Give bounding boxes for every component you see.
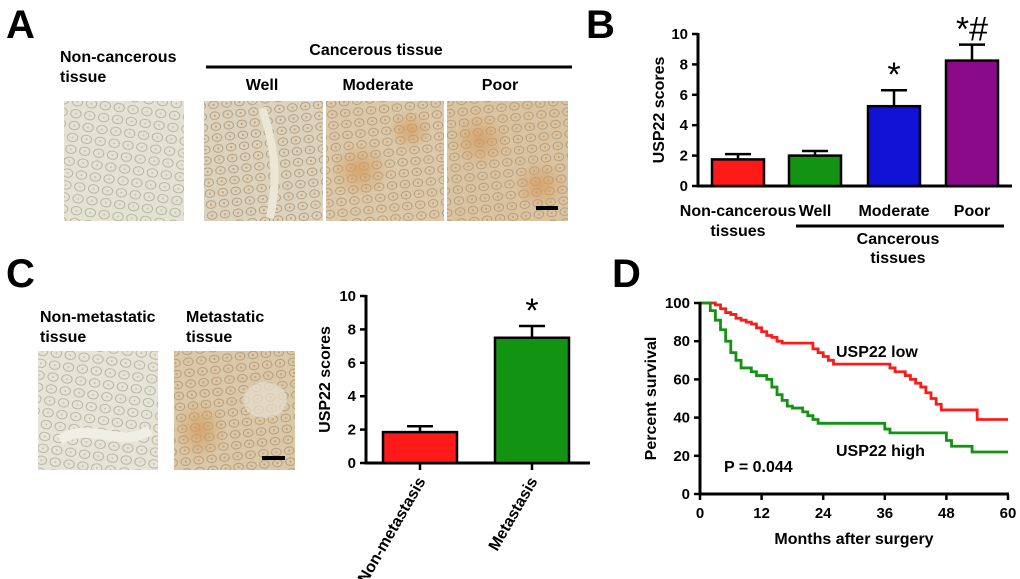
non-metastatic-label-line1: Non-metastatic	[40, 309, 156, 326]
chart-c-category-label: Non-metastasis	[355, 474, 429, 579]
chart-c-bar	[493, 336, 571, 465]
chart-c-y-tick-label: 10	[339, 288, 356, 305]
chart-b-y-tick-label: 6	[680, 87, 688, 104]
chart-d-y-tick-label: 80	[673, 333, 690, 350]
chart-c: 0 2 4 6 8 10 USP22 scores Non-metastasis * Metast…	[317, 288, 590, 579]
chart-b-bar	[944, 59, 1000, 188]
chart-b-category-label: tissues	[710, 223, 765, 240]
chart-b-bar	[866, 104, 922, 188]
micrograph-moderate	[326, 101, 444, 221]
chart-d-survival-line-low	[700, 301, 1008, 421]
non-metastatic-label-line2: tissue	[40, 329, 86, 346]
chart-b-category-label: Poor	[954, 203, 990, 220]
micrograph-metastatic	[174, 351, 295, 470]
chart-d-p-value: P = 0.044	[724, 459, 793, 476]
chart-c-y-tick-label: 8	[348, 321, 356, 338]
chart-d-x-tick-label: 36	[876, 505, 893, 522]
cancerous-tissue-label: Cancerous tissue	[309, 42, 442, 59]
chart-d-legend-high: USP22 high	[836, 443, 925, 460]
panel-label-d: D	[612, 252, 641, 296]
metastatic-label-line1: Metastatic	[186, 309, 264, 326]
chart-d-x-tick-label: 60	[1000, 505, 1017, 522]
chart-b-bar	[710, 158, 766, 188]
chart-b-y-axis-label: USP22 scores	[651, 57, 668, 164]
chart-b-group-label: Cancerous	[857, 231, 940, 248]
chart-d-survival-line-high	[700, 301, 1008, 454]
chart-d-x-tick-label: 0	[696, 505, 704, 522]
chart-d-legend-low: USP22 low	[836, 344, 918, 361]
chart-d-y-tick-label: 60	[673, 371, 690, 388]
chart-c-y-axis-label: USP22 scores	[317, 326, 334, 433]
chart-b-significance-mark: *	[887, 56, 900, 94]
chart-d-x-tick-label: 12	[753, 505, 770, 522]
panel-label-c: C	[6, 252, 35, 296]
chart-b-y-tick-label: 10	[671, 26, 688, 43]
chart-b-y-tick-label: 0	[680, 178, 688, 195]
chart-d-y-axis-label: Percent survival	[643, 337, 660, 461]
column-label-well: Well	[246, 77, 279, 94]
chart-b-y-tick-label: 8	[680, 56, 688, 73]
chart-b-significance-mark: *#	[956, 11, 988, 49]
chart-b-category-label: Well	[799, 203, 832, 220]
micrograph-well	[204, 101, 323, 221]
chart-c-y-tick-label: 0	[348, 455, 356, 472]
panel-label-b: B	[586, 3, 615, 47]
chart-c-y-tick-label: 6	[348, 355, 356, 372]
chart-b-y-tick-label: 4	[680, 117, 689, 134]
micrograph-non-cancerous	[64, 101, 184, 221]
chart-b-bar	[787, 154, 843, 188]
chart-d: 0 20 40 60 80 100 0 12 24 36 48 60 Months after surg…	[643, 295, 1016, 548]
micrograph-non-metastatic	[38, 351, 158, 470]
chart-d-y-tick-label: 40	[673, 410, 690, 427]
chart-d-x-axis-label: Months after surgery	[774, 531, 933, 548]
micrograph-poor	[447, 101, 568, 221]
non-cancerous-label-line2: tissue	[60, 69, 106, 86]
chart-b-category-label: Moderate	[858, 203, 929, 220]
column-label-poor: Poor	[482, 77, 518, 94]
chart-c-significance-mark: *	[525, 292, 538, 330]
chart-c-category-label: Metastasis	[486, 474, 542, 553]
column-label-moderate: Moderate	[342, 77, 413, 94]
chart-d-y-tick-label: 100	[665, 295, 690, 312]
chart-c-bar	[381, 430, 459, 465]
chart-b-category-label: Non-cancerous	[680, 203, 797, 220]
chart-c-y-tick-label: 2	[348, 422, 356, 439]
chart-c-y-tick-label: 4	[348, 388, 357, 405]
panel-label-a: A	[6, 3, 35, 47]
metastatic-label-line2: tissue	[186, 329, 232, 346]
chart-b-group-label: tissues	[870, 250, 925, 267]
chart-d-x-tick-label: 48	[938, 505, 955, 522]
chart-b-y-tick-label: 2	[680, 148, 688, 165]
chart-d-y-tick-label: 0	[682, 486, 690, 503]
chart-d-y-tick-label: 20	[673, 448, 690, 465]
chart-d-x-tick-label: 24	[815, 505, 832, 522]
non-cancerous-label-line1: Non-cancerous	[60, 49, 177, 66]
